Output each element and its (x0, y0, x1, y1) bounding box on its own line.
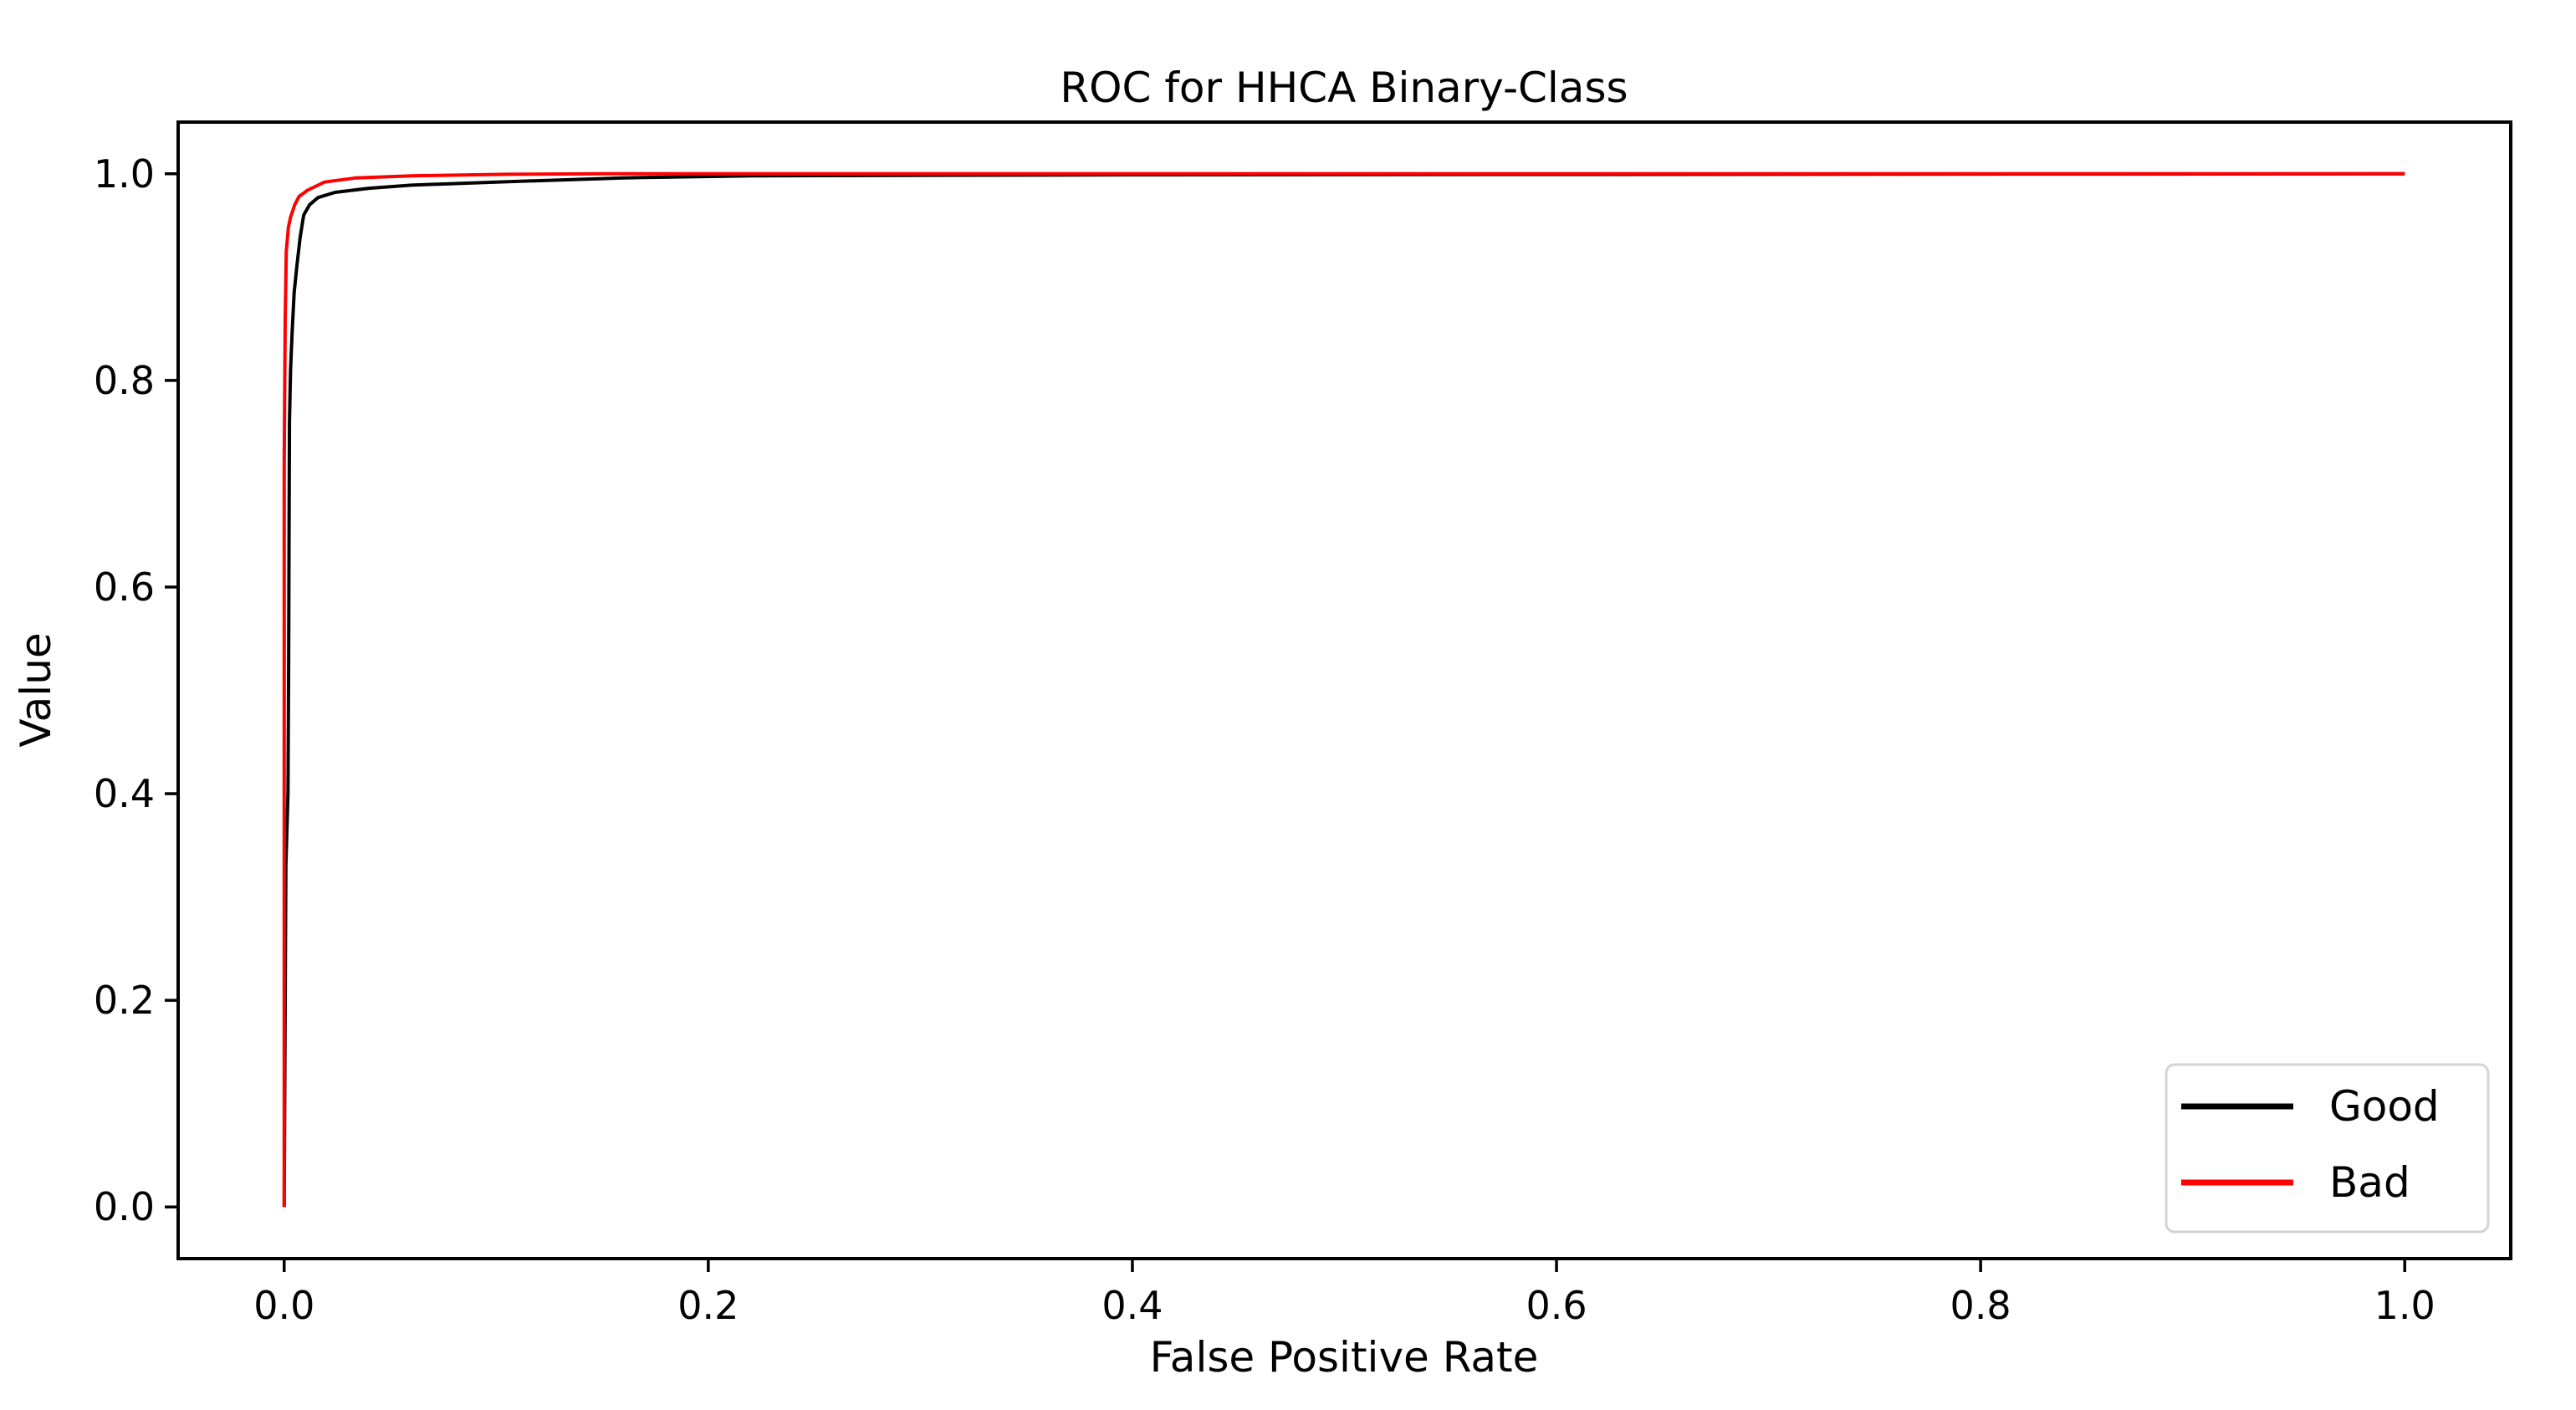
legend-box (2165, 1063, 2490, 1234)
y-axis-label: Value (12, 632, 60, 747)
x-tick-label: 0.0 (253, 1283, 314, 1328)
legend-layer: Good Bad (2165, 1063, 2490, 1234)
y-tick-label: 0.0 (94, 1184, 155, 1229)
y-tick-label: 0.8 (94, 358, 155, 403)
plot-spines (176, 120, 2512, 1260)
y-tick-label: 0.6 (94, 565, 155, 610)
x-tick-label: 0.8 (1950, 1283, 2011, 1328)
y-tick-label: 0.2 (94, 978, 155, 1023)
x-axis-label: False Positive Rate (1150, 1333, 1539, 1382)
legend-label-good: Good (2329, 1082, 2440, 1131)
y-tick-label: 1.0 (94, 151, 155, 197)
x-tick-label: 0.4 (1101, 1283, 1163, 1328)
legend-label-bad: Bad (2329, 1158, 2410, 1207)
roc-curve-good (282, 171, 2405, 1208)
x-tick-label: 0.2 (677, 1283, 739, 1328)
roc-curve-bad (282, 171, 2405, 1208)
chart-title: ROC for HHCA Binary-Class (1060, 64, 1628, 112)
y-tick-label: 0.4 (94, 771, 155, 816)
x-tick-label: 0.6 (1526, 1283, 1587, 1328)
x-tick-label: 1.0 (2374, 1283, 2435, 1328)
series-layer (282, 171, 2405, 1208)
axes-layer: 0.0 0.2 0.4 0.6 0.8 1.0 0.0 0.2 0.4 0.6 0.8 1.0 (94, 120, 2512, 1328)
